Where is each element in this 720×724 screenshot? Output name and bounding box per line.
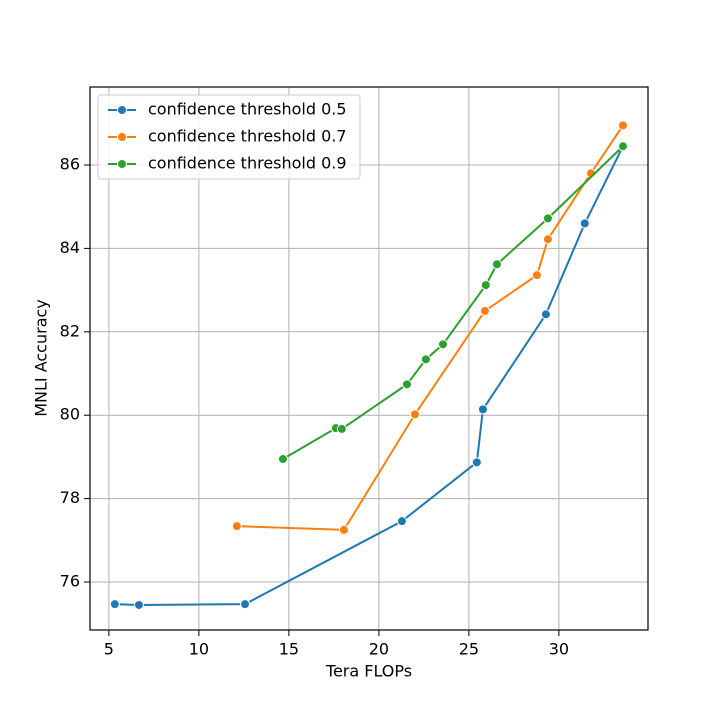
point (542, 234, 553, 245)
point (540, 309, 551, 320)
x-tick-label: 25 (459, 640, 479, 659)
legend-frame (97, 94, 361, 180)
point (239, 599, 250, 610)
point (617, 141, 628, 152)
y-tick-label: 80 (60, 405, 80, 424)
legend-label: confidence threshold 0.5 (148, 100, 347, 119)
point (542, 213, 553, 224)
point (579, 218, 590, 229)
lines (109, 120, 628, 610)
y-axis-label: MNLI Accuracy (32, 299, 51, 417)
plot-frame (89, 86, 649, 631)
legend-marker (117, 105, 127, 115)
point (531, 270, 542, 281)
legend-label: confidence threshold 0.7 (148, 127, 347, 146)
point (477, 404, 488, 415)
point (133, 599, 144, 610)
point (420, 354, 431, 365)
y-tick-label: 82 (60, 321, 80, 340)
point (109, 599, 120, 610)
legend: confidence threshold 0.5 confidence thres… (97, 94, 361, 180)
point (617, 120, 628, 131)
point (338, 524, 349, 535)
x-tick-label: 30 (549, 640, 569, 659)
point (336, 423, 347, 434)
point (277, 454, 288, 465)
x-axis-label: Tera FLOPs (325, 662, 412, 681)
x-tick-label: 15 (279, 640, 299, 659)
point (479, 305, 490, 316)
y-tick-label: 84 (60, 238, 80, 257)
point (231, 521, 242, 532)
y-tick-label: 78 (60, 488, 80, 507)
x-tick-label: 20 (369, 640, 389, 659)
point (401, 379, 412, 390)
point (437, 339, 448, 350)
point (480, 280, 491, 291)
point (396, 516, 407, 527)
y-tick-label: 86 (60, 154, 80, 173)
x-tick-label: 5 (104, 640, 114, 659)
point (409, 409, 420, 420)
legend-marker (117, 159, 127, 169)
y-tick-label: 76 (60, 572, 80, 591)
legend-label: confidence threshold 0.9 (148, 154, 347, 173)
x-tick-label: 10 (189, 640, 209, 659)
point (471, 457, 482, 468)
point (491, 259, 502, 270)
legend-marker (117, 132, 127, 142)
